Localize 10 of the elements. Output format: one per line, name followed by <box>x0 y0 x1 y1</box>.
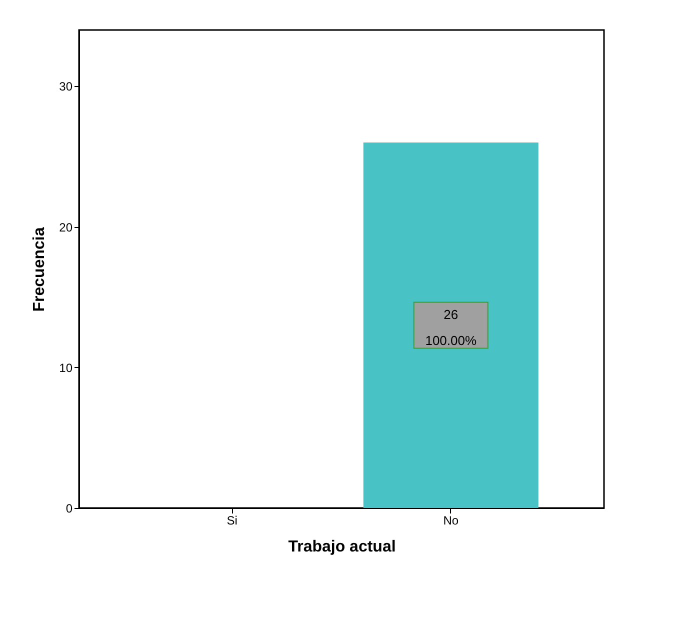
y-tick-label: 30 <box>59 80 73 94</box>
x-tick-label: Si <box>226 514 238 528</box>
x-tick-label: No <box>443 514 459 528</box>
y-tick-label: 0 <box>66 502 73 516</box>
y-axis-title: Frecuencia <box>31 227 48 312</box>
x-axis-title: Trabajo actual <box>288 538 396 556</box>
y-tick-label: 20 <box>59 220 73 234</box>
annotation: 100.00% <box>425 333 477 348</box>
data-label: 26 <box>444 307 458 322</box>
y-tick-label: 10 <box>59 360 73 375</box>
